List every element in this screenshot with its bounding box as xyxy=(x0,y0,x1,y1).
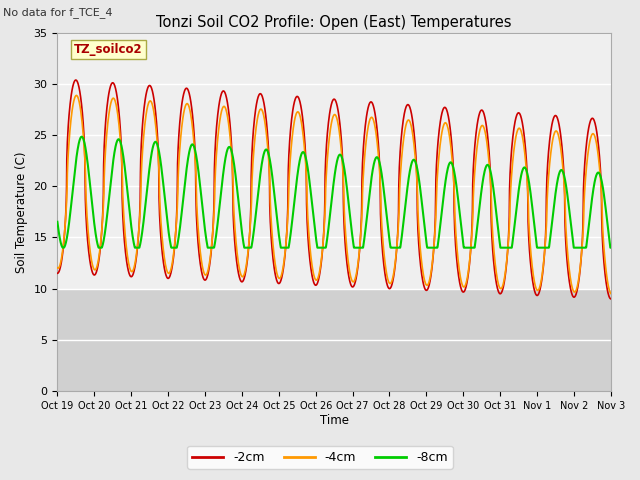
Legend: -2cm, -4cm, -8cm: -2cm, -4cm, -8cm xyxy=(187,446,453,469)
Text: TZ_soilco2: TZ_soilco2 xyxy=(74,43,143,56)
Title: Tonzi Soil CO2 Profile: Open (East) Temperatures: Tonzi Soil CO2 Profile: Open (East) Temp… xyxy=(156,15,512,30)
Y-axis label: Soil Temperature (C): Soil Temperature (C) xyxy=(15,151,28,273)
Text: No data for f_TCE_4: No data for f_TCE_4 xyxy=(3,7,113,18)
Bar xyxy=(58,33,611,288)
X-axis label: Time: Time xyxy=(319,414,349,427)
Bar xyxy=(58,288,611,391)
